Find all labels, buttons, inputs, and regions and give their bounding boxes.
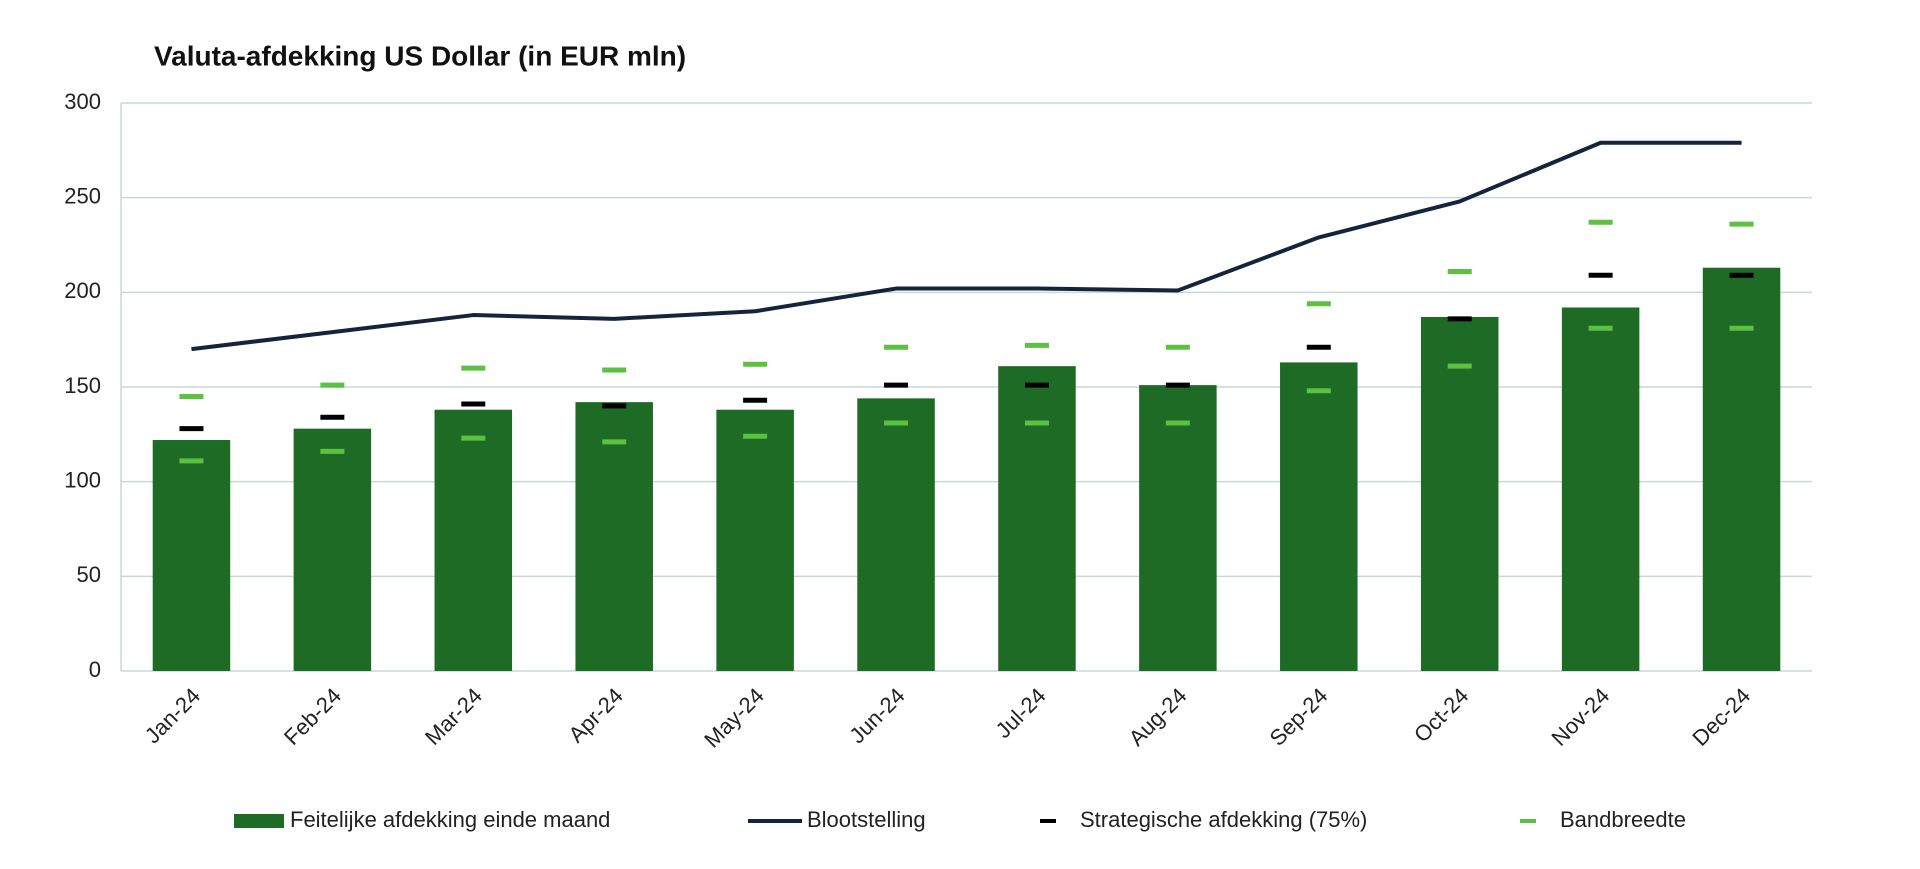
x-tick-label: Apr-24 [563, 683, 627, 747]
y-tick-label: 150 [64, 373, 101, 398]
x-tick-label: May-24 [699, 683, 769, 753]
bar [716, 409, 794, 671]
bar [152, 440, 231, 671]
bar [1420, 316, 1499, 671]
x-tick-label: Aug-24 [1124, 683, 1192, 751]
y-tick-label: 300 [64, 89, 101, 114]
bar [575, 402, 653, 671]
legend-label: Blootstelling [807, 807, 926, 832]
x-tick-label: Jul-24 [991, 683, 1051, 743]
x-tick-label: Dec-24 [1687, 683, 1755, 751]
x-tick-label: Nov-24 [1546, 683, 1614, 751]
y-tick-label: 100 [64, 467, 101, 492]
bar [293, 428, 372, 671]
bar [857, 398, 935, 671]
legend-label: Feitelijke afdekking einde maand [290, 807, 610, 832]
x-tick-label: Mar-24 [420, 683, 487, 750]
x-tick-label: Oct-24 [1409, 683, 1473, 747]
bar [1702, 267, 1781, 671]
x-tick-label: Jun-24 [844, 683, 909, 748]
y-tick-label: 0 [89, 657, 101, 682]
chart-title: Valuta-afdekking US Dollar (in EUR mln) [154, 40, 686, 71]
y-tick-label: 200 [64, 278, 101, 303]
bar [1139, 385, 1217, 671]
bar [998, 366, 1076, 671]
legend-label: Bandbreedte [1560, 807, 1686, 832]
y-tick-label: 250 [64, 183, 101, 208]
line [191, 140, 1742, 352]
bar [1561, 307, 1640, 671]
x-tick-label: Jan-24 [140, 683, 205, 748]
y-tick-label: 50 [77, 562, 101, 587]
x-tick-label: Feb-24 [279, 683, 346, 750]
legend-label: Strategische afdekking (75%) [1080, 807, 1367, 832]
bar [1280, 362, 1358, 671]
legend-swatch [234, 814, 284, 828]
x-tick-label: Sep-24 [1265, 683, 1333, 751]
bar [434, 409, 513, 671]
